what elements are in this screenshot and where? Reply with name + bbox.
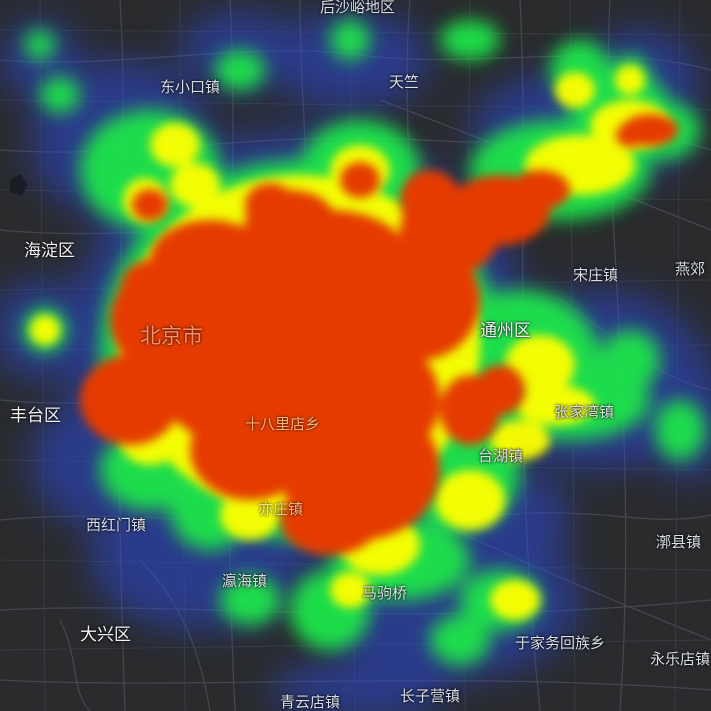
heat-blob	[215, 50, 265, 90]
heat-blob	[245, 183, 295, 227]
heat-blob	[220, 490, 280, 540]
heat-blob	[220, 575, 280, 625]
heat-blob	[150, 220, 270, 300]
heat-blob	[655, 400, 705, 460]
heat-blob	[435, 470, 505, 530]
heat-blob	[430, 615, 490, 665]
heat-blob	[170, 163, 220, 207]
heat-blob	[510, 170, 570, 210]
heat-blob	[330, 572, 370, 608]
heat-blob	[30, 315, 60, 345]
heat-blob	[25, 30, 55, 60]
heat-blob	[132, 189, 168, 221]
heat-blob	[160, 320, 280, 440]
heat-blob	[80, 355, 180, 445]
heat-blob	[440, 20, 500, 60]
heat-blob	[400, 170, 460, 230]
heat-blob	[40, 77, 80, 113]
heat-blob	[250, 210, 410, 310]
heat-blob	[600, 330, 660, 390]
heat-blob	[616, 123, 644, 147]
heat-blob	[340, 162, 380, 198]
heat-blob	[515, 385, 595, 425]
heat-blob	[490, 420, 550, 460]
heat-blob	[330, 20, 370, 60]
heat-blob	[270, 660, 450, 711]
heat-blob	[555, 72, 595, 108]
heat-blob	[490, 580, 540, 620]
heat-blob	[320, 340, 440, 460]
lake-shape	[10, 174, 28, 196]
heat-blob	[615, 65, 645, 95]
heat-blob	[150, 123, 200, 167]
heat-blob	[280, 485, 380, 555]
heat-blob	[475, 365, 525, 415]
